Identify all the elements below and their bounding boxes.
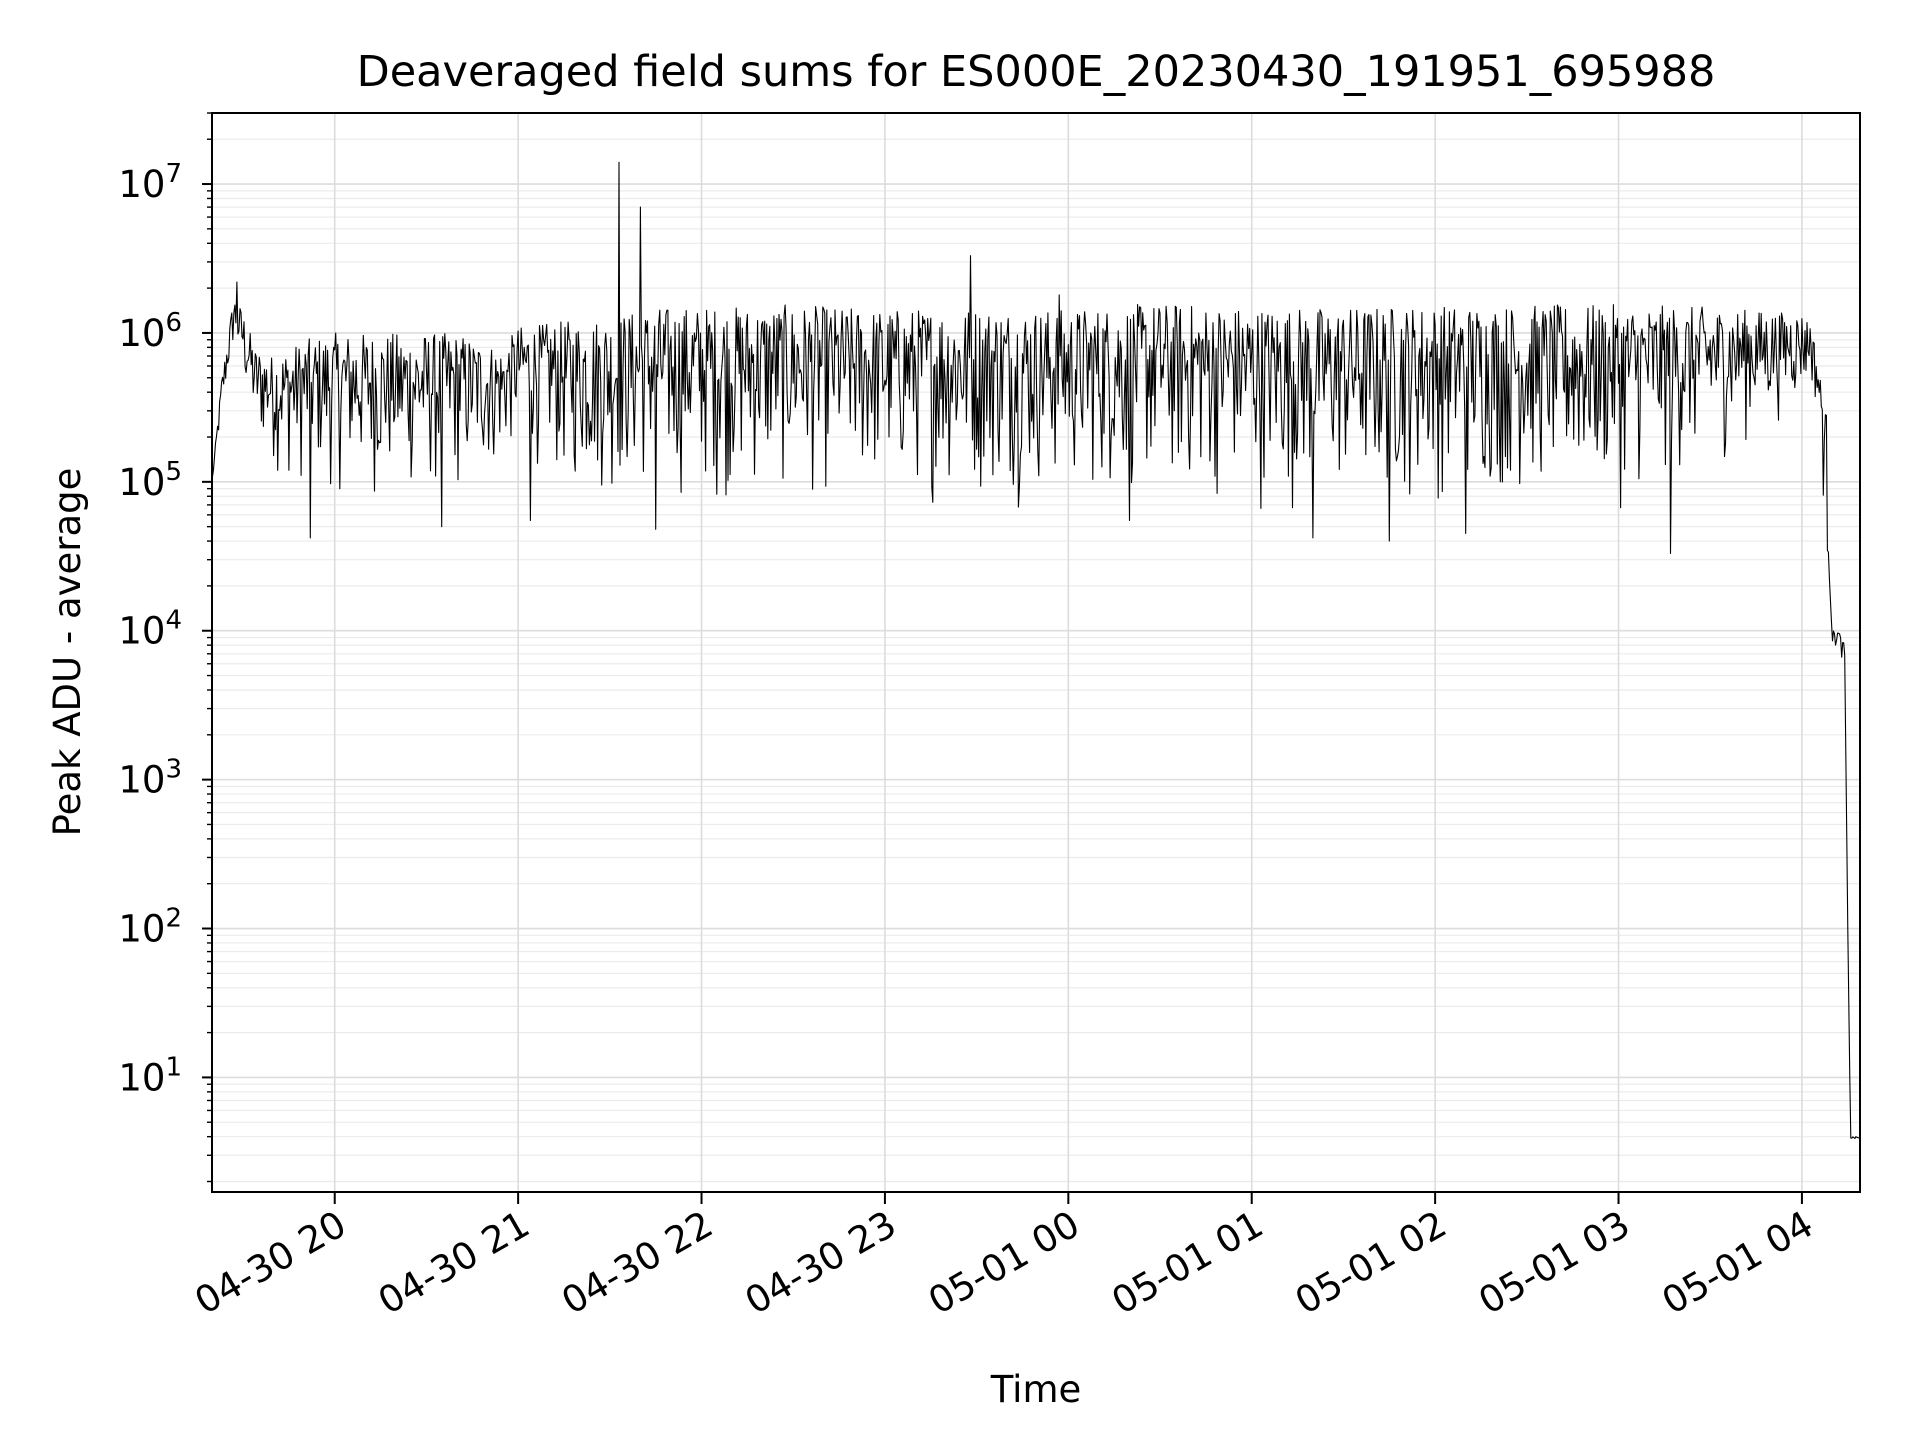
x-tick-label: 05-01 01 [1105, 1203, 1271, 1323]
y-axis-label: Peak ADU - average [46, 468, 89, 837]
y-tick-label: 106 [118, 308, 182, 355]
series-line [211, 161, 1861, 1140]
y-tick-label: 105 [118, 457, 182, 504]
y-tick-label: 107 [118, 159, 182, 206]
y-axis: 101 102 103 104 105 106 107 [118, 112, 212, 1183]
x-tick-label: 04-30 21 [371, 1203, 537, 1323]
x-tick-label: 04-30 20 [188, 1203, 354, 1323]
x-tick-label: 04-30 22 [554, 1203, 720, 1323]
y-tick-label: 104 [118, 606, 182, 653]
x-tick-label: 05-01 02 [1288, 1203, 1454, 1323]
x-tick-label: 05-01 00 [921, 1203, 1087, 1323]
y-tick-label: 103 [118, 755, 182, 802]
y-tick-label: 101 [118, 1052, 182, 1099]
x-axis: 04-30 20 04-30 21 04-30 22 04-30 23 05-01 00… [188, 1192, 1821, 1323]
x-tick-label: 05-01 03 [1471, 1203, 1637, 1323]
plot-frame [211, 112, 1861, 1193]
x-tick-label: 04-30 23 [738, 1203, 904, 1323]
series-layer [211, 161, 1861, 1140]
chart-title: Deaveraged field sums for ES000E_2023043… [357, 47, 1716, 97]
y-tick-label: 102 [118, 904, 182, 951]
grid-layer [212, 112, 1860, 1192]
x-axis-label: Time [990, 1368, 1082, 1411]
x-tick-label: 05-01 04 [1655, 1203, 1821, 1323]
